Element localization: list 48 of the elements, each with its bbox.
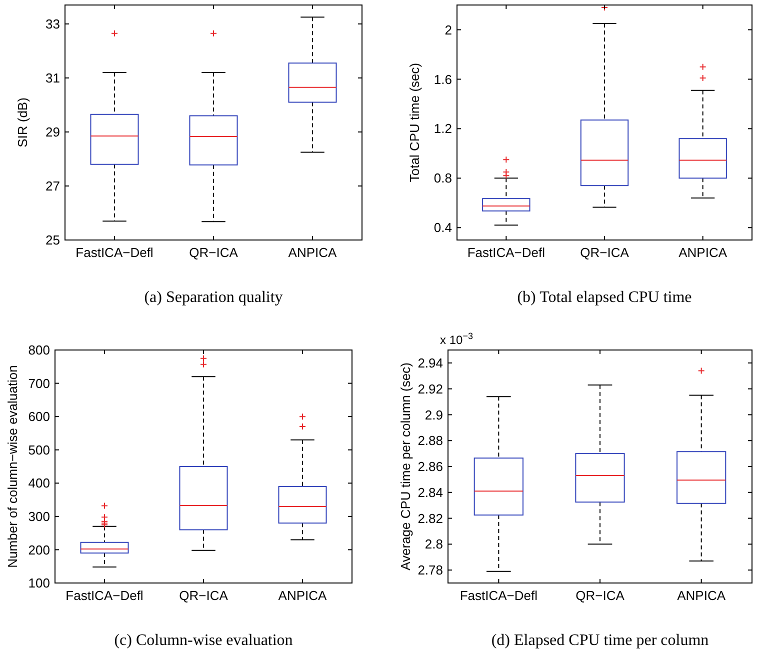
text: (d) Elapsed CPU time per column (491, 632, 709, 649)
y-tick-label: 400 (28, 476, 50, 491)
y-tick-label: 700 (28, 376, 50, 391)
y-tick-label: 2.86 (418, 459, 443, 474)
x-tick-label: ANPICA (678, 245, 728, 260)
x-tick-label: ANPICA (677, 588, 726, 603)
y-axis-title: Total CPU time (sec) (407, 62, 422, 182)
y-tick-label: 2.9 (424, 407, 443, 422)
y-tick-label: 33 (46, 16, 60, 32)
text: x 10$^{−3}$ (440, 331, 473, 347)
y-tick-label: 2.94 (418, 355, 443, 370)
y-tick-label: 500 (28, 442, 50, 458)
x-tick-label: ANPICA (288, 245, 338, 260)
x-tick-label: FastICA−Defl (76, 245, 154, 260)
y-tick-label: 2.78 (418, 562, 443, 578)
y-tick-label: 31 (46, 70, 60, 86)
y-tick-label: 0.8 (434, 170, 452, 186)
text: (b) Total elapsed CPU time (517, 289, 692, 306)
y-tick-label: 300 (28, 508, 50, 524)
y-tick-label: 2.8 (424, 536, 443, 552)
y-axis-title: Number of column−wise evaluation (5, 365, 20, 568)
y-tick-label: 27 (46, 178, 60, 194)
text: (a) Separation quality (144, 289, 283, 306)
x-tick-label: FastICA−Defl (460, 588, 538, 603)
y-tick-label: 800 (28, 342, 50, 358)
y-axis-title: Average CPU time per column (sec) (398, 362, 413, 570)
y-tick-label: 100 (28, 576, 50, 591)
x-tick-label: ANPICA (278, 588, 328, 603)
y-axis-title: SIR (dB) (15, 98, 30, 148)
y-tick-label: 2.88 (418, 433, 443, 448)
y-tick-label: 2.92 (418, 381, 443, 396)
y-tick-label: 200 (28, 542, 50, 558)
y-tick-label: 1.2 (434, 121, 452, 136)
y-tick-label: 2.84 (418, 484, 443, 500)
text: (c) Column-wise evaluation (114, 632, 293, 649)
x-tick-label: QR−ICA (179, 588, 228, 603)
y-tick-label: 29 (46, 124, 60, 140)
x-tick-label: QR−ICA (189, 245, 238, 260)
x-tick-label: QR−ICA (576, 588, 625, 603)
y-tick-label: 2 (444, 22, 452, 38)
x-tick-label: FastICA−Defl (467, 245, 546, 260)
y-tick-label: 600 (28, 409, 50, 424)
y-tick-label: 1.6 (434, 72, 452, 87)
y-tick-label: 2.82 (418, 510, 443, 526)
y-tick-label: 0.4 (434, 220, 452, 236)
y-tick-label: 25 (46, 232, 60, 248)
x-tick-label: FastICA−Defl (66, 588, 144, 603)
x-tick-label: QR−ICA (580, 245, 630, 260)
